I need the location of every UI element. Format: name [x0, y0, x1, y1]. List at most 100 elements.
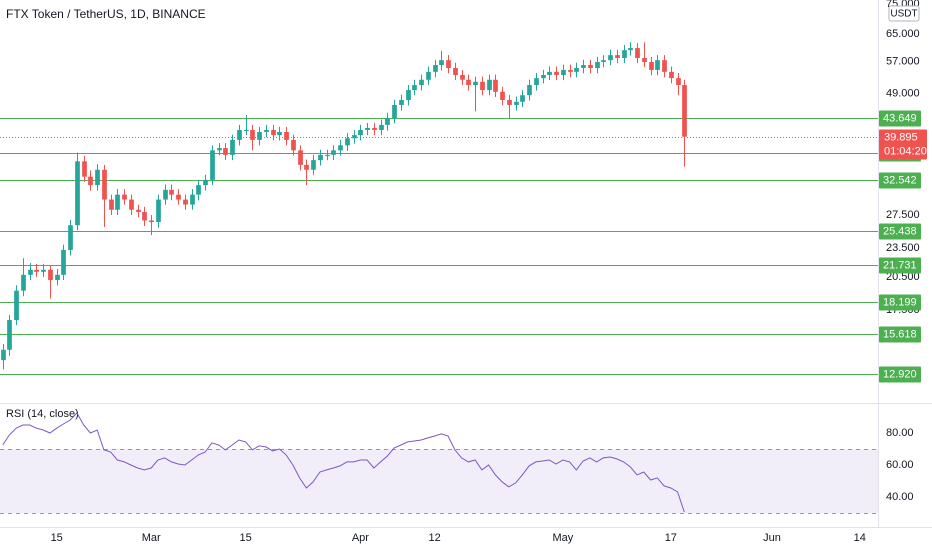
candle-body	[88, 176, 93, 186]
x-tick-label: Jun	[763, 532, 781, 544]
candle-body	[412, 85, 417, 91]
level-label-box	[879, 366, 921, 383]
level-label: 15.618	[883, 328, 917, 340]
candle-body	[662, 60, 667, 72]
candle-body	[196, 185, 201, 195]
candle-body	[129, 199, 134, 210]
candle-body	[480, 81, 485, 91]
level-label-box	[879, 257, 921, 274]
y-tick-label: 75.000	[886, 0, 920, 10]
candle-body	[595, 62, 600, 69]
candle-body	[122, 194, 127, 200]
candle-body	[365, 127, 370, 130]
candle-body	[385, 118, 390, 125]
candle-body	[230, 139, 235, 155]
candle-body	[183, 199, 188, 205]
candle-body	[500, 91, 505, 101]
candle-body	[304, 164, 309, 170]
x-tick-label: 14	[854, 532, 866, 544]
candle-body	[682, 85, 687, 137]
candle-body	[561, 69, 566, 75]
candle-body	[392, 104, 397, 119]
candle-body	[628, 48, 633, 51]
candle-body	[419, 79, 424, 86]
candle-body	[547, 71, 552, 75]
candle-body	[655, 60, 660, 70]
candle-body	[358, 129, 363, 136]
rsi-line	[2, 412, 685, 513]
candle-body	[176, 194, 181, 200]
y-tick-label: 49.000	[886, 87, 920, 99]
candle-body	[142, 212, 147, 221]
rsi-band-fill	[0, 448, 878, 513]
candle-body	[75, 161, 80, 226]
candle-body	[277, 132, 282, 136]
y-tick-label: 57.000	[886, 56, 920, 68]
candle-body	[55, 274, 60, 280]
rsi-tick-label: 80.00	[886, 427, 914, 439]
candle-body	[520, 95, 525, 102]
candle-body	[82, 161, 87, 177]
countdown-label: 01:04:20	[884, 145, 927, 157]
candle-body	[642, 57, 647, 63]
candle-body	[331, 150, 336, 155]
candle-body	[460, 74, 465, 80]
candle-body	[257, 132, 262, 140]
candle-body	[1, 349, 6, 361]
rsi-title: RSI (14, close)	[6, 408, 79, 420]
candle-body	[372, 127, 377, 130]
candle-body	[223, 148, 228, 155]
candle-body	[156, 199, 161, 223]
candle-body	[615, 55, 620, 58]
level-label: 32.542	[883, 174, 917, 186]
candle-body	[34, 269, 39, 272]
candle-body	[507, 100, 512, 105]
level-label-box	[879, 326, 921, 343]
candle-body	[68, 225, 73, 250]
candle-body	[473, 81, 478, 86]
candle-body	[244, 129, 249, 131]
candle-body	[14, 290, 19, 321]
candle-body	[453, 68, 458, 75]
level-label: 43.649	[883, 112, 917, 124]
currency-label: USDT	[890, 9, 917, 20]
level-label: 12.920	[883, 368, 917, 380]
candle-body	[136, 209, 141, 213]
candle-body	[190, 194, 195, 205]
x-tick-label: Apr	[352, 532, 369, 544]
candle-body	[541, 74, 546, 79]
candle-body	[41, 269, 46, 272]
candle-body	[399, 100, 404, 105]
level-label: 21.731	[883, 259, 917, 271]
candle-body	[514, 101, 519, 105]
candle-body	[406, 90, 411, 101]
candle-body	[203, 179, 208, 186]
candle-body	[669, 71, 674, 79]
x-tick-label: 15	[240, 532, 252, 544]
candle-body	[622, 50, 627, 58]
rsi-tick-label: 60.00	[886, 459, 914, 471]
candle-body	[433, 64, 438, 72]
y-tick-label: 65.000	[886, 28, 920, 40]
x-tick-label: 12	[428, 532, 440, 544]
y-tick-label: 27.500	[886, 209, 920, 221]
candle-body	[352, 135, 357, 139]
candle-body	[649, 62, 654, 70]
candle-body	[7, 320, 12, 350]
candle-body	[210, 150, 215, 180]
candle-body	[601, 60, 606, 63]
candle-body	[264, 129, 269, 133]
candle-body	[676, 78, 681, 86]
candle-body	[250, 129, 255, 140]
candle-body	[588, 64, 593, 69]
candle-body	[21, 274, 26, 291]
candle-body	[163, 189, 168, 200]
candle-body	[318, 154, 323, 161]
x-tick-label: Mar	[142, 532, 161, 544]
candle-body	[487, 79, 492, 91]
candle-body	[48, 269, 53, 280]
x-tick-label: 15	[51, 532, 63, 544]
currency-box	[888, 5, 920, 22]
